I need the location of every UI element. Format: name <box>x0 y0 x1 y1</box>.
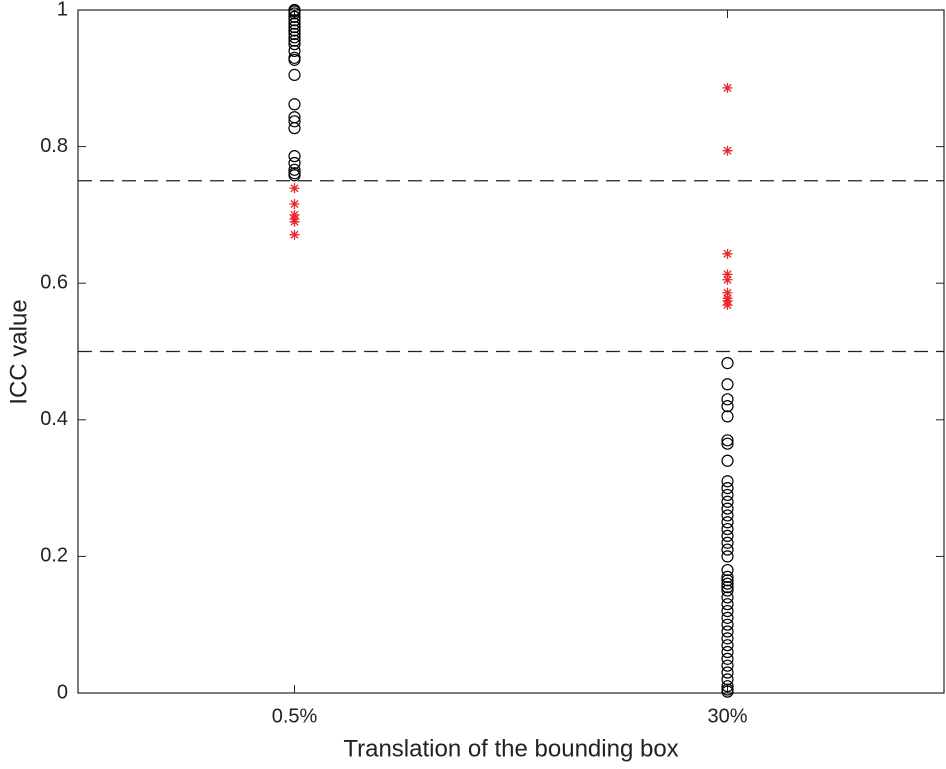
data-point <box>288 14 301 27</box>
data-point <box>721 625 734 638</box>
data-point <box>721 591 734 604</box>
data-point <box>721 437 734 450</box>
data-point <box>722 274 733 285</box>
data-point <box>721 584 734 597</box>
data-point <box>288 27 301 41</box>
data-point <box>288 31 301 44</box>
data-point <box>288 38 301 51</box>
y-tick-label: 0 <box>57 681 68 703</box>
data-point <box>721 482 734 495</box>
x-tick-label: 0.5% <box>272 705 318 727</box>
data-point <box>722 145 733 156</box>
y-tick-label: 0.8 <box>40 135 68 157</box>
data-point <box>288 163 301 176</box>
data-point <box>722 269 733 280</box>
y-tick-label: 0.2 <box>40 545 68 567</box>
data-point <box>288 169 301 182</box>
y-tick-label: 0.6 <box>40 271 68 293</box>
data-point <box>288 156 301 170</box>
data-point <box>721 659 734 672</box>
data-point <box>288 68 301 81</box>
data-point <box>721 516 734 529</box>
data-point <box>288 20 301 34</box>
data-point <box>289 183 300 194</box>
data-point <box>288 34 301 47</box>
y-tick-label: 0.4 <box>40 408 68 430</box>
data-point <box>288 10 301 23</box>
data-point <box>721 400 734 413</box>
x-tick-label: 30% <box>707 705 747 727</box>
data-point <box>289 216 300 227</box>
data-point <box>288 98 301 111</box>
data-point <box>721 652 734 665</box>
data-point <box>721 529 734 543</box>
data-point <box>721 645 734 659</box>
x-axis-title: Translation of the bounding box <box>343 735 678 762</box>
data-point <box>721 502 734 515</box>
data-point <box>288 17 301 30</box>
data-point <box>722 287 733 298</box>
data-point <box>721 598 734 611</box>
data-point <box>288 7 301 20</box>
data-point <box>721 357 734 370</box>
data-point <box>721 393 734 406</box>
data-point <box>721 378 734 391</box>
data-point <box>721 454 734 467</box>
data-point <box>721 632 734 645</box>
data-point <box>288 24 301 37</box>
data-point <box>289 229 300 240</box>
data-point <box>721 685 734 698</box>
data-point <box>288 53 301 66</box>
data-point <box>288 115 301 128</box>
data-point <box>721 618 734 631</box>
data-point <box>721 475 734 488</box>
data-point <box>722 82 733 93</box>
data-point <box>721 509 734 522</box>
data-point <box>721 550 734 563</box>
data-point <box>289 198 300 209</box>
data-point <box>288 150 301 163</box>
data-point <box>721 434 734 447</box>
data-point <box>721 680 734 693</box>
data-point <box>721 666 734 679</box>
y-tick-label: 1 <box>57 0 68 20</box>
data-point <box>722 300 733 311</box>
data-point <box>288 44 301 58</box>
data-point <box>721 543 734 556</box>
data-point <box>721 488 734 502</box>
data-point <box>721 577 734 590</box>
y-axis-title: ICC value <box>5 299 32 404</box>
data-point <box>721 611 734 624</box>
data-point <box>721 536 734 549</box>
data-point <box>721 673 734 686</box>
data-point <box>721 604 734 618</box>
data-point <box>721 570 734 583</box>
data-point <box>721 495 734 508</box>
data-point <box>288 122 301 135</box>
data-point <box>721 581 734 594</box>
data-point <box>721 563 734 577</box>
data-point <box>721 522 734 536</box>
data-point <box>721 410 734 423</box>
data-point <box>721 574 734 587</box>
data-point <box>722 248 733 259</box>
data-point <box>721 639 734 652</box>
